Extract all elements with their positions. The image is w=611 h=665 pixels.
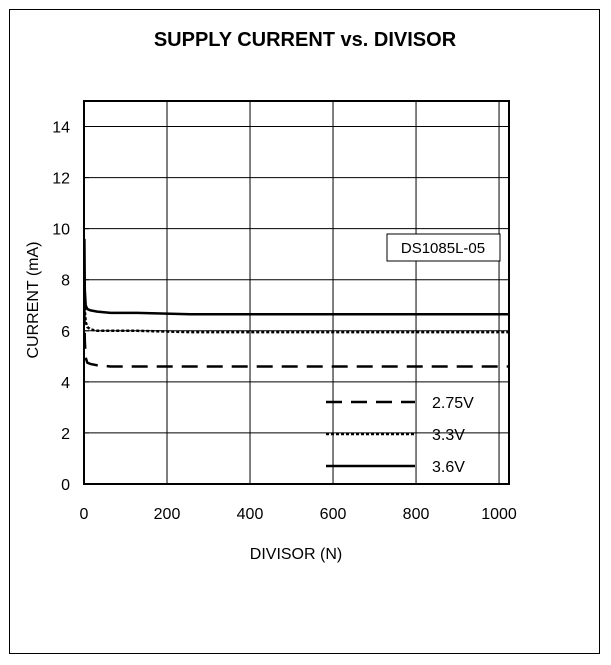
y-axis-label: CURRENT (mA): [25, 241, 42, 358]
legend-label: 3.3V: [432, 427, 465, 444]
series-lines: [83, 238, 509, 368]
legend-label: 3.6V: [432, 459, 465, 476]
chart-frame: [9, 9, 600, 654]
y-tick-label: 6: [61, 324, 70, 341]
series-line-3.6V: [83, 238, 509, 316]
x-tick-label: 600: [320, 506, 347, 523]
x-tick-label: 1000: [481, 506, 517, 523]
y-tick-label: 12: [52, 171, 70, 188]
y-tick-label: 4: [61, 375, 70, 392]
legend: 2.75V 3.3V 3.6V: [326, 395, 474, 476]
x-axis-label: DIVISOR (N): [250, 546, 342, 563]
x-tick-label: 200: [154, 506, 181, 523]
y-tick-label: 2: [61, 426, 70, 443]
series-line-3.3V: [83, 277, 509, 334]
x-tick-label: 400: [237, 506, 264, 523]
y-tick-label: 10: [52, 222, 70, 239]
y-tick-label: 14: [52, 120, 70, 137]
chart-title: SUPPLY CURRENT vs. DIVISOR: [154, 29, 457, 51]
annotation-box: [386, 233, 501, 262]
x-tick-label: 800: [403, 506, 430, 523]
annotation-label: DS1085L-05: [401, 240, 485, 257]
x-tick-label: 0: [80, 506, 89, 523]
y-tick-labels: 0 2 4 6 8 10 12 14: [52, 120, 70, 494]
y-tick-label: 0: [61, 477, 70, 494]
legend-label: 2.75V: [432, 395, 474, 412]
series-line-2.75V: [83, 307, 509, 368]
y-tick-label: 8: [61, 273, 70, 290]
x-tick-labels: 0 200 400 600 800 1000: [80, 506, 517, 523]
